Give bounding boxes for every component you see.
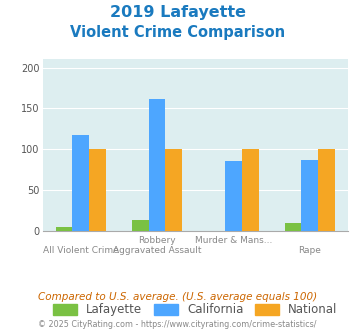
Text: Rape: Rape xyxy=(298,246,321,255)
Bar xyxy=(149,99,165,231)
Text: Murder & Mans...: Murder & Mans... xyxy=(195,236,272,245)
Bar xyxy=(72,135,89,231)
Bar xyxy=(285,223,301,231)
Text: Compared to U.S. average. (U.S. average equals 100): Compared to U.S. average. (U.S. average … xyxy=(38,292,317,302)
Text: All Violent Crime: All Violent Crime xyxy=(43,246,119,255)
Bar xyxy=(89,149,106,231)
Text: © 2025 CityRating.com - https://www.cityrating.com/crime-statistics/: © 2025 CityRating.com - https://www.city… xyxy=(38,320,317,329)
Text: Robbery: Robbery xyxy=(138,236,176,245)
Legend: Lafayette, California, National: Lafayette, California, National xyxy=(48,299,342,321)
Text: 2019 Lafayette: 2019 Lafayette xyxy=(109,5,246,20)
Text: Aggravated Assault: Aggravated Assault xyxy=(113,246,201,255)
Bar xyxy=(242,149,258,231)
Bar xyxy=(165,149,182,231)
Bar xyxy=(301,160,318,231)
Bar xyxy=(132,219,149,231)
Bar xyxy=(225,161,242,231)
Bar xyxy=(56,227,72,231)
Text: Violent Crime Comparison: Violent Crime Comparison xyxy=(70,25,285,40)
Bar xyxy=(318,149,335,231)
